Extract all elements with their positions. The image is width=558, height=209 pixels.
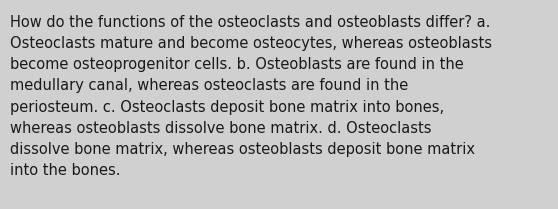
Text: How do the functions of the osteoclasts and osteoblasts differ? a.
Osteoclasts m: How do the functions of the osteoclasts …	[10, 15, 492, 178]
